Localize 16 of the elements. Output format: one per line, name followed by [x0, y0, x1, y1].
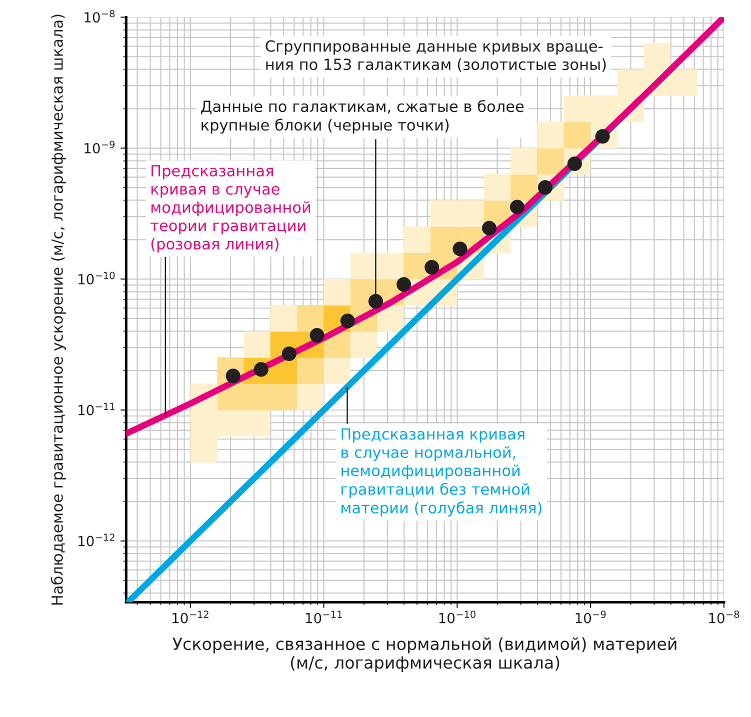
annotation: Данные по галактикам, сжатые в более крупные блоки (черные точки): [201, 100, 524, 134]
x-axis-title: Ускорение, связанное с нормальной (видимой) материей (м/с, логарифмическая шкала): [172, 637, 676, 672]
y-tick-label: 10$^{−10}$: [78, 272, 115, 284]
annotation: Предсказанная кривая в случае нормальной, немодифицированной гравитации без темной материи (голубая линяя): [342, 428, 542, 516]
annotation: Сгруппированные данные кривых враще- ния по 153 галактикам (золотистые зоны): [266, 40, 606, 72]
x-tick-label: 10$^{−8}$: [709, 610, 740, 624]
x-tick-label: 10$^{−10}$: [439, 610, 476, 624]
y-tick-label: 10$^{−9}$: [84, 140, 115, 154]
y-tick-label: 10$^{−12}$: [78, 534, 114, 546]
annotation: Предсказанная кривая в случае модифицированной теории гравитации (розовая линия): [150, 165, 310, 253]
x-tick-label: 10$^{−9}$: [576, 610, 606, 624]
x-tick-label: 10$^{−12}$: [172, 610, 208, 624]
x-tick-label: 10$^{−11}$: [306, 610, 342, 624]
y-tick-label: 10$^{−8}$: [84, 10, 115, 23]
y-tick-label: 10$^{−11}$: [78, 402, 114, 416]
y-axis-title: Наблюдаемое гравитационное ускорение (м/с, логарифмическая шкала): [50, 14, 66, 605]
